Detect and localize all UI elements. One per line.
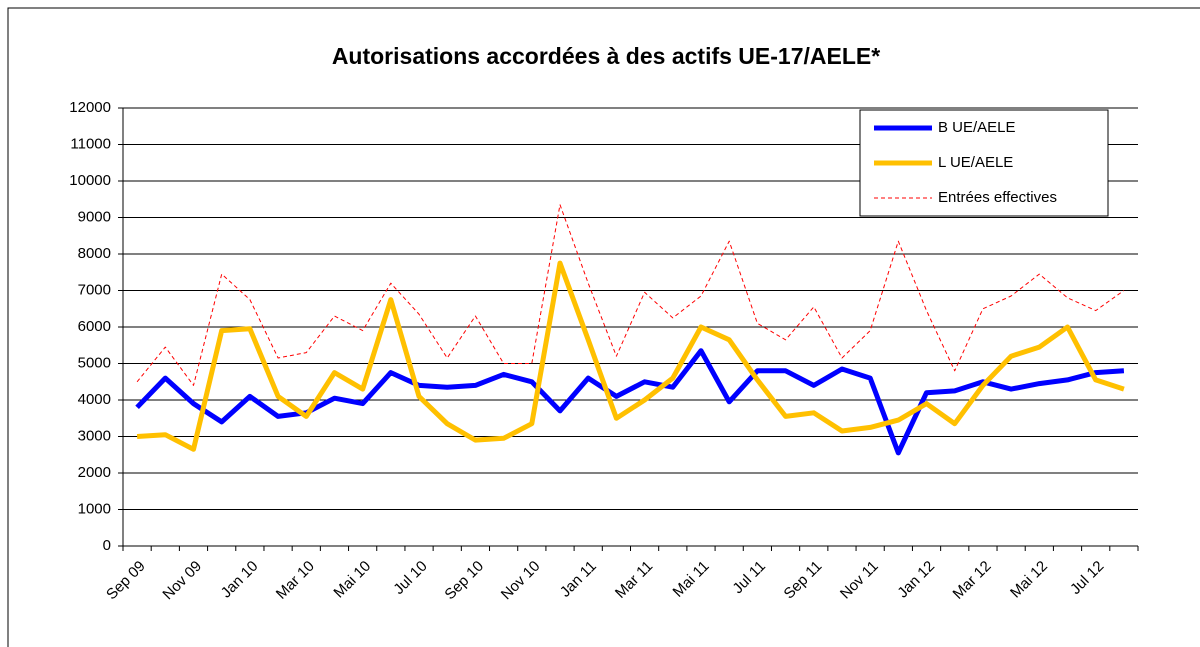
data-line <box>136 204 1125 386</box>
y-tick-label: 4000 <box>78 391 111 408</box>
y-tick-label: 8000 <box>78 245 111 262</box>
legend-label: L UE/AELE <box>938 154 1013 171</box>
chart-title: Autorisations accordées à des actifs UE-… <box>332 43 880 69</box>
y-tick-label: 5000 <box>78 354 111 371</box>
y-tick-label: 2000 <box>78 464 111 481</box>
y-tick-label: 7000 <box>78 281 111 298</box>
legend-label: Entrées effectives <box>938 189 1057 206</box>
y-tick-label: 1000 <box>78 500 111 517</box>
y-tick-label: 10000 <box>69 172 111 189</box>
y-tick-label: 9000 <box>78 208 111 225</box>
legend: B UE/AELE L UE/AELE Entrées effectives <box>859 109 1109 217</box>
y-tick-label: 0 <box>103 537 111 554</box>
y-tick-label: 3000 <box>78 427 111 444</box>
y-tick-label: 12000 <box>69 99 111 116</box>
y-tick-label: 11000 <box>70 135 111 152</box>
y-tick-label: 6000 <box>78 318 111 335</box>
data-line <box>136 260 1125 452</box>
legend-label: B UE/AELE <box>938 119 1016 136</box>
chart-frame <box>7 7 1200 647</box>
